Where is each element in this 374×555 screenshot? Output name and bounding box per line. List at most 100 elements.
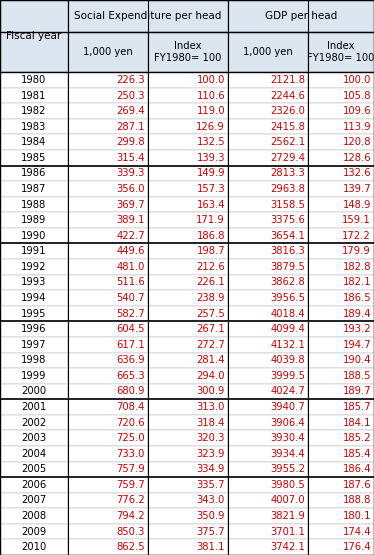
Bar [148, 88, 228, 103]
Bar [68, 384, 148, 399]
Text: 4007.0: 4007.0 [270, 496, 305, 506]
Bar [308, 32, 374, 72]
Text: 190.4: 190.4 [343, 355, 371, 365]
Bar [0, 306, 68, 321]
Bar [148, 244, 228, 259]
Text: 2006: 2006 [21, 480, 47, 490]
Bar [0, 508, 68, 524]
Bar [0, 134, 68, 150]
Bar [308, 493, 374, 508]
Bar [0, 103, 68, 119]
Text: 1987: 1987 [21, 184, 47, 194]
Bar [308, 259, 374, 275]
Text: 422.7: 422.7 [116, 231, 145, 241]
Bar [308, 72, 374, 88]
Bar [68, 119, 148, 134]
Bar [228, 368, 308, 384]
Bar [228, 384, 308, 399]
Bar [308, 524, 374, 539]
Text: 1997: 1997 [21, 340, 47, 350]
Bar [0, 88, 68, 103]
Bar [68, 446, 148, 462]
Text: 2004: 2004 [21, 449, 46, 459]
Bar [68, 493, 148, 508]
Text: 189.4: 189.4 [343, 309, 371, 319]
Text: 180.1: 180.1 [343, 511, 371, 521]
Text: 2244.6: 2244.6 [270, 90, 305, 100]
Bar [228, 134, 308, 150]
Bar [148, 134, 228, 150]
Text: 582.7: 582.7 [116, 309, 145, 319]
Text: 272.7: 272.7 [196, 340, 225, 350]
Bar [308, 150, 374, 165]
Bar [68, 462, 148, 477]
Bar [308, 477, 374, 493]
Text: 1986: 1986 [21, 168, 47, 178]
Text: 139.3: 139.3 [196, 153, 225, 163]
Bar [308, 165, 374, 181]
Text: 3375.6: 3375.6 [270, 215, 305, 225]
Text: 2813.3: 2813.3 [270, 168, 305, 178]
Text: 862.5: 862.5 [116, 542, 145, 552]
Bar [228, 0, 374, 32]
Bar [0, 275, 68, 290]
Bar [148, 197, 228, 213]
Bar [148, 399, 228, 415]
Bar [0, 493, 68, 508]
Text: 4024.7: 4024.7 [270, 386, 305, 396]
Text: 1994: 1994 [21, 293, 47, 303]
Bar [0, 337, 68, 352]
Bar [308, 446, 374, 462]
Bar [148, 103, 228, 119]
Text: 389.1: 389.1 [117, 215, 145, 225]
Bar [308, 415, 374, 430]
Text: 3999.5: 3999.5 [270, 371, 305, 381]
Bar [0, 446, 68, 462]
Text: 113.9: 113.9 [342, 122, 371, 132]
Text: 176.4: 176.4 [342, 542, 371, 552]
Bar [148, 462, 228, 477]
Bar [228, 197, 308, 213]
Text: 381.1: 381.1 [196, 542, 225, 552]
Text: 212.6: 212.6 [196, 262, 225, 272]
Text: 1985: 1985 [21, 153, 47, 163]
Bar [148, 384, 228, 399]
Bar [148, 415, 228, 430]
Text: 343.0: 343.0 [197, 496, 225, 506]
Text: 369.7: 369.7 [116, 200, 145, 210]
Bar [0, 197, 68, 213]
Text: Social Expenditure per head: Social Expenditure per head [74, 11, 222, 21]
Bar [228, 446, 308, 462]
Bar [308, 197, 374, 213]
Text: 126.9: 126.9 [196, 122, 225, 132]
Text: 3654.1: 3654.1 [270, 231, 305, 241]
Text: 198.7: 198.7 [196, 246, 225, 256]
Text: 1989: 1989 [21, 215, 47, 225]
Text: 320.3: 320.3 [197, 433, 225, 443]
Bar [148, 72, 228, 88]
Bar [308, 508, 374, 524]
Bar [228, 150, 308, 165]
Text: 680.9: 680.9 [117, 386, 145, 396]
Text: 3956.5: 3956.5 [270, 293, 305, 303]
Text: 4132.1: 4132.1 [270, 340, 305, 350]
Bar [0, 119, 68, 134]
Text: 1998: 1998 [21, 355, 47, 365]
Bar [228, 181, 308, 197]
Text: 2002: 2002 [21, 417, 47, 427]
Bar [148, 150, 228, 165]
Text: 188.8: 188.8 [343, 496, 371, 506]
Text: 171.9: 171.9 [196, 215, 225, 225]
Text: 3980.5: 3980.5 [270, 480, 305, 490]
Text: 110.6: 110.6 [196, 90, 225, 100]
Text: 163.4: 163.4 [196, 200, 225, 210]
Bar [228, 477, 308, 493]
Text: 132.5: 132.5 [196, 137, 225, 147]
Bar [308, 337, 374, 352]
Text: 226.1: 226.1 [196, 278, 225, 287]
Bar [0, 368, 68, 384]
Text: 159.1: 159.1 [342, 215, 371, 225]
Bar [148, 181, 228, 197]
Text: 540.7: 540.7 [117, 293, 145, 303]
Bar [228, 321, 308, 337]
